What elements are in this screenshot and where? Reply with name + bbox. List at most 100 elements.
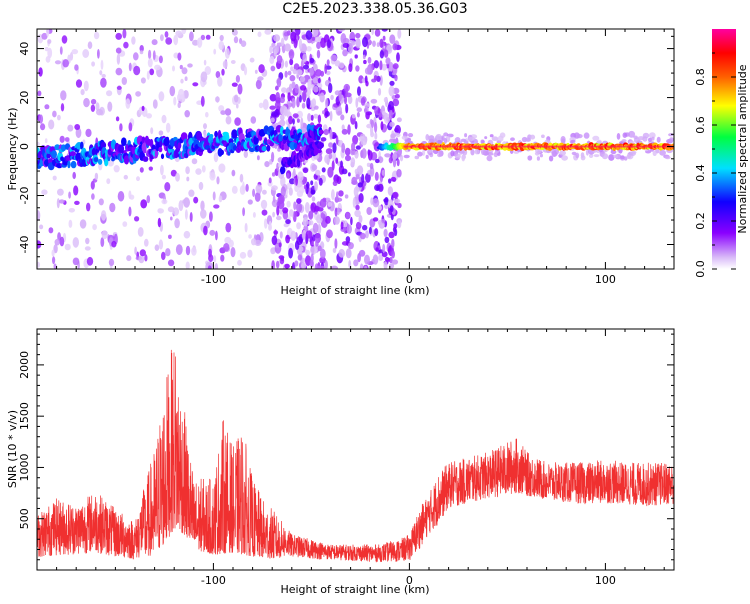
spectrogram-cell xyxy=(391,259,399,265)
spectrogram-cell xyxy=(288,187,293,196)
spectrogram-cell xyxy=(319,92,325,103)
spectrogram-cell xyxy=(292,118,295,125)
spectrogram-cell xyxy=(330,94,334,101)
spectrogram-cell xyxy=(308,220,312,226)
spectrogram-cell xyxy=(57,114,61,121)
spectrogram-cell xyxy=(152,99,158,109)
spectrogram-track-cell xyxy=(100,141,107,149)
spectrogram-cell xyxy=(377,205,382,211)
spectrogram-cell xyxy=(44,138,48,144)
spectrogram-cell xyxy=(314,181,318,192)
spectrogram-cell xyxy=(273,230,279,235)
spectrogram-cell xyxy=(455,153,461,160)
spectrogram-cell xyxy=(184,209,188,220)
spectrogram-cell xyxy=(363,59,367,65)
spectrogram-cell xyxy=(381,29,388,32)
spectrogram-cell xyxy=(276,215,282,221)
spectrogram-cell xyxy=(480,148,486,155)
spectrogram-cell xyxy=(342,43,350,48)
spectrogram-cell xyxy=(536,156,541,161)
spectrogram-cell xyxy=(375,158,380,164)
spectrogram-cell xyxy=(338,29,345,32)
spectrogram-cell xyxy=(58,199,65,204)
spectrogram-cell xyxy=(302,167,309,174)
spectrogram-cell xyxy=(161,198,168,205)
spectrogram-cell xyxy=(369,162,374,170)
spectrogram-cell xyxy=(296,118,300,123)
spectrogram-cell xyxy=(342,49,348,57)
spectrogram-cell xyxy=(354,168,359,175)
spectrogram-y-tick-label: 40 xyxy=(18,42,31,56)
spectrogram-cell xyxy=(231,82,238,87)
spectrogram-cell xyxy=(384,236,390,244)
colorbar-tick-label: 0.0 xyxy=(694,260,707,278)
spectrogram-cell xyxy=(312,63,318,70)
spectrogram-cell xyxy=(344,95,347,105)
spectrogram-cell xyxy=(262,189,267,195)
spectrogram-cell xyxy=(230,60,236,64)
spectrogram-cell xyxy=(374,171,379,181)
spectrogram-cell xyxy=(139,167,144,173)
spectrogram-cell xyxy=(297,254,303,261)
spectrogram-cell xyxy=(570,139,576,143)
spectrogram-cell xyxy=(181,67,188,75)
spectrogram-cell xyxy=(548,155,554,162)
spectrogram-cell xyxy=(575,152,580,159)
spectrogram-cell xyxy=(341,142,346,154)
spectrogram-cell xyxy=(340,114,345,121)
spectrogram-cell xyxy=(338,62,345,69)
spectrogram-cell xyxy=(213,152,219,163)
spectrogram-cell xyxy=(358,249,366,257)
spectrogram-cell xyxy=(344,194,349,199)
spectrogram-cell xyxy=(73,185,79,196)
spectrogram-track-cell xyxy=(123,155,130,165)
spectrogram-cell xyxy=(220,254,225,262)
spectrogram-cell xyxy=(306,181,310,189)
spectrogram-cell xyxy=(289,58,294,66)
spectrogram-cell xyxy=(237,259,242,266)
spectrogram-cell xyxy=(290,31,297,42)
spectrogram-cell xyxy=(322,110,325,115)
spectrogram-track-cell xyxy=(180,132,188,141)
spectrogram-cell xyxy=(353,186,359,197)
spectrogram-cell xyxy=(87,41,93,49)
spectrogram-cell xyxy=(301,102,306,109)
spectrogram-cell xyxy=(351,142,356,151)
spectrogram-cell xyxy=(425,134,430,141)
spectrogram-cell xyxy=(242,181,245,192)
spectrogram-track-cell xyxy=(177,142,182,149)
spectrogram-cell xyxy=(288,115,293,125)
spectrogram-cell xyxy=(154,244,160,251)
spectrogram-track-cell xyxy=(280,166,286,175)
spectrogram-cell xyxy=(374,29,381,37)
spectrogram-cell xyxy=(168,234,172,239)
spectrogram-cell xyxy=(48,119,55,130)
spectrogram-cell xyxy=(464,133,468,138)
spectrogram-y-tick-label: -20 xyxy=(18,187,31,205)
spectrogram-cell xyxy=(138,255,145,264)
spectrogram-cell xyxy=(144,238,149,247)
spectrogram-cell xyxy=(296,96,300,108)
spectrogram-cell xyxy=(278,242,282,248)
snr-y-axis-label: SNR (10 * v/v) xyxy=(6,410,19,488)
spectrogram-cell xyxy=(529,134,536,140)
spectrogram-cell xyxy=(79,219,87,229)
spectrogram-cell xyxy=(628,130,636,138)
spectrogram-cell xyxy=(371,119,374,128)
spectrogram-cell xyxy=(137,227,144,237)
snr-y-tick-label: 500 xyxy=(18,508,31,529)
spectrogram-cell xyxy=(62,59,69,68)
spectrogram-cell xyxy=(203,225,208,236)
spectrogram-cell xyxy=(325,70,331,76)
spectrogram-x-tick-label: 100 xyxy=(595,273,616,286)
spectrogram-cell xyxy=(82,49,90,58)
spectrogram-cell xyxy=(656,136,661,143)
spectrogram-cell xyxy=(372,198,380,208)
spectrogram-cell xyxy=(474,149,480,155)
spectrogram-track-cell xyxy=(220,149,224,155)
spectrogram-cell xyxy=(161,114,167,124)
spectrogram-cell xyxy=(351,180,358,185)
spectrogram-cell xyxy=(307,113,312,122)
spectrogram-cell xyxy=(268,220,272,230)
spectrogram-cell xyxy=(284,70,288,78)
